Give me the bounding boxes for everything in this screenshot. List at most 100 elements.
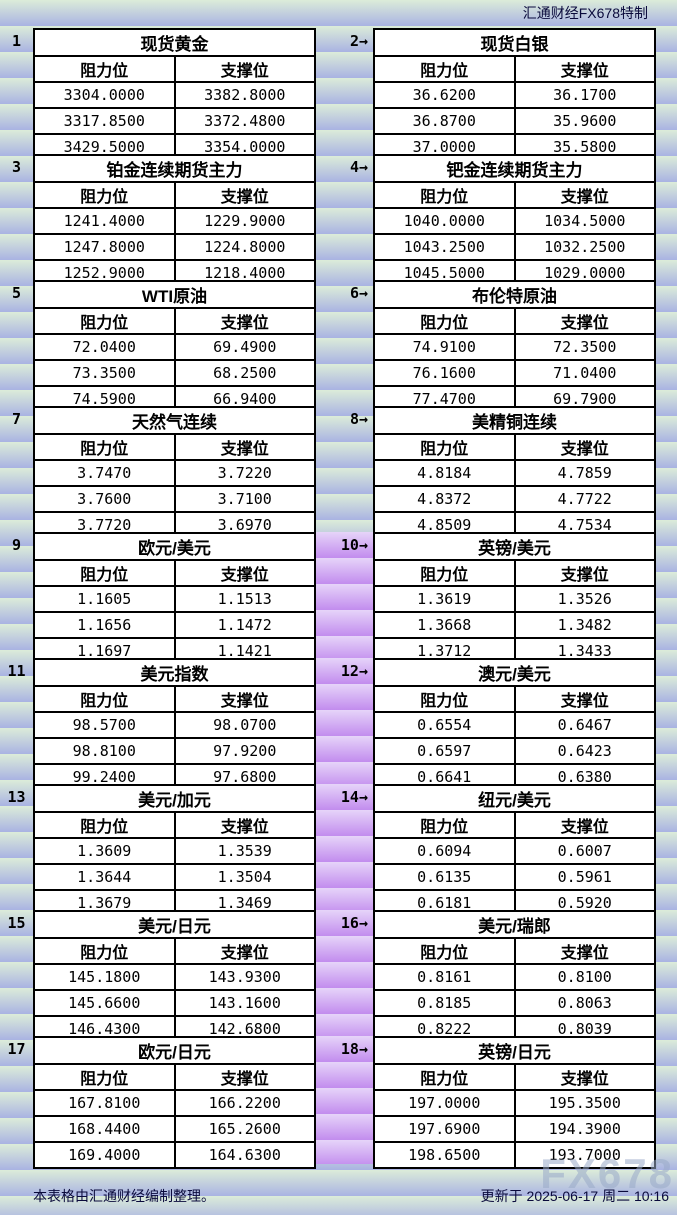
support-value: 68.2500 [173, 359, 316, 387]
resistance-value: 74.9100 [373, 333, 516, 361]
row-number-column: 11 [0, 658, 33, 786]
resistance-value: 3304.0000 [33, 81, 176, 109]
gutter-column: 16→ [316, 910, 373, 1038]
instrument-title: 现货黄金 [33, 28, 316, 57]
support-value: 3372.4800 [173, 107, 316, 135]
column-header-row: 阻力位 支撑位 [33, 433, 316, 461]
support-header: 支撑位 [173, 307, 316, 335]
instrument-title: WTI原油 [33, 280, 316, 309]
instrument-title: 铂金连续期货主力 [33, 154, 316, 183]
row-number-column: 1 [0, 28, 33, 156]
gutter-column: 6→ [316, 280, 373, 408]
instrument-title: 澳元/美元 [373, 658, 656, 687]
value-row: 0.6554 0.6467 [373, 711, 656, 739]
support-value: 1.3504 [173, 863, 316, 891]
instrument-title: 现货白银 [373, 28, 656, 57]
instrument-title: 布伦特原油 [373, 280, 656, 309]
resistance-value: 198.6500 [373, 1141, 516, 1169]
instrument-title: 欧元/美元 [33, 532, 316, 561]
row-number-label: 9 [11, 536, 22, 554]
instrument-title: 美元/瑞郎 [373, 910, 656, 939]
support-value: 0.6467 [513, 711, 656, 739]
row-number-label: 15 [7, 914, 26, 932]
instrument-title: 美元/加元 [33, 784, 316, 813]
table-grid: 1 现货黄金 阻力位 支撑位 3304.0000 3382.8000 3317.8500 33… [0, 28, 677, 1169]
resistance-header: 阻力位 [373, 685, 516, 713]
support-value: 36.1700 [513, 81, 656, 109]
pair-arrow-label: 4→ [349, 158, 368, 176]
instrument-table: 钯金连续期货主力 阻力位 支撑位 1040.0000 1034.5000 1043.250… [373, 154, 656, 287]
row-number-label: 17 [7, 1040, 26, 1058]
instrument-title: 钯金连续期货主力 [373, 154, 656, 183]
column-header-row: 阻力位 支撑位 [373, 55, 656, 83]
row-number-label: 5 [11, 284, 22, 302]
pair-row: 9 欧元/美元 阻力位 支撑位 1.1605 1.1513 1.1656 1.1472 1.16… [0, 532, 677, 665]
support-value: 1.3526 [513, 585, 656, 613]
support-value: 1032.2500 [513, 233, 656, 261]
resistance-header: 阻力位 [33, 937, 176, 965]
resistance-value: 1.3668 [373, 611, 516, 639]
row-number-column: 15 [0, 910, 33, 1038]
pair-row: 3 铂金连续期货主力 阻力位 支撑位 1241.4000 1229.9000 1247.80… [0, 154, 677, 287]
instrument-table: 英镑/美元 阻力位 支撑位 1.3619 1.3526 1.3668 1.3482 1.371… [373, 532, 656, 665]
resistance-value: 0.8185 [373, 989, 516, 1017]
resistance-value: 4.8372 [373, 485, 516, 513]
resistance-value: 3317.8500 [33, 107, 176, 135]
support-header: 支撑位 [513, 55, 656, 83]
column-header-row: 阻力位 支撑位 [373, 685, 656, 713]
resistance-header: 阻力位 [373, 181, 516, 209]
column-header-row: 阻力位 支撑位 [373, 181, 656, 209]
instrument-title: 美元指数 [33, 658, 316, 687]
value-row: 169.4000 164.6300 [33, 1141, 316, 1169]
pair-arrow-label: 2→ [349, 32, 368, 50]
instrument-title: 欧元/日元 [33, 1036, 316, 1065]
value-row: 145.1800 143.9300 [33, 963, 316, 991]
value-row: 1.1656 1.1472 [33, 611, 316, 639]
support-header: 支撑位 [513, 1063, 656, 1091]
instrument-table: 美元/加元 阻力位 支撑位 1.3609 1.3539 1.3644 1.3504 1.367… [33, 784, 316, 917]
resistance-header: 阻力位 [33, 55, 176, 83]
resistance-value: 1241.4000 [33, 207, 176, 235]
value-row: 3.7470 3.7220 [33, 459, 316, 487]
value-row: 1040.0000 1034.5000 [373, 207, 656, 235]
column-header-row: 阻力位 支撑位 [33, 181, 316, 209]
row-number-label: 13 [7, 788, 26, 806]
instrument-table: 纽元/美元 阻力位 支撑位 0.6094 0.6007 0.6135 0.5961 0.618… [373, 784, 656, 917]
pair-arrow-label: 6→ [349, 284, 368, 302]
resistance-value: 1.3644 [33, 863, 176, 891]
column-header-row: 阻力位 支撑位 [33, 55, 316, 83]
instrument-table: 欧元/美元 阻力位 支撑位 1.1605 1.1513 1.1656 1.1472 1.169… [33, 532, 316, 665]
resistance-value: 197.6900 [373, 1115, 516, 1143]
pair-row: 1 现货黄金 阻力位 支撑位 3304.0000 3382.8000 3317.8500 33… [0, 28, 677, 161]
instrument-title-row: 英镑/日元 [373, 1036, 656, 1065]
right-padding [656, 532, 677, 660]
value-row: 74.9100 72.3500 [373, 333, 656, 361]
support-value: 98.0700 [173, 711, 316, 739]
resistance-value: 1.1605 [33, 585, 176, 613]
resistance-value: 145.1800 [33, 963, 176, 991]
value-row: 36.6200 36.1700 [373, 81, 656, 109]
support-value: 3.7220 [173, 459, 316, 487]
support-header: 支撑位 [173, 685, 316, 713]
resistance-value: 73.3500 [33, 359, 176, 387]
row-number-column: 9 [0, 532, 33, 660]
resistance-header: 阻力位 [33, 1063, 176, 1091]
support-header: 支撑位 [513, 307, 656, 335]
value-row: 4.8184 4.7859 [373, 459, 656, 487]
column-header-row: 阻力位 支撑位 [33, 685, 316, 713]
support-header: 支撑位 [173, 559, 316, 587]
instrument-title: 美元/日元 [33, 910, 316, 939]
resistance-value: 0.6135 [373, 863, 516, 891]
value-row: 4.8372 4.7722 [373, 485, 656, 513]
instrument-title-row: 钯金连续期货主力 [373, 154, 656, 183]
support-value: 165.2600 [173, 1115, 316, 1143]
instrument-title-row: 现货黄金 [33, 28, 316, 57]
column-header-row: 阻力位 支撑位 [33, 307, 316, 335]
resistance-value: 168.4400 [33, 1115, 176, 1143]
resistance-header: 阻力位 [373, 1063, 516, 1091]
support-value: 0.6423 [513, 737, 656, 765]
column-header-row: 阻力位 支撑位 [373, 811, 656, 839]
value-row: 167.8100 166.2200 [33, 1089, 316, 1117]
instrument-table: 欧元/日元 阻力位 支撑位 167.8100 166.2200 168.4400 165.2… [33, 1036, 316, 1169]
value-row: 1247.8000 1224.8000 [33, 233, 316, 261]
